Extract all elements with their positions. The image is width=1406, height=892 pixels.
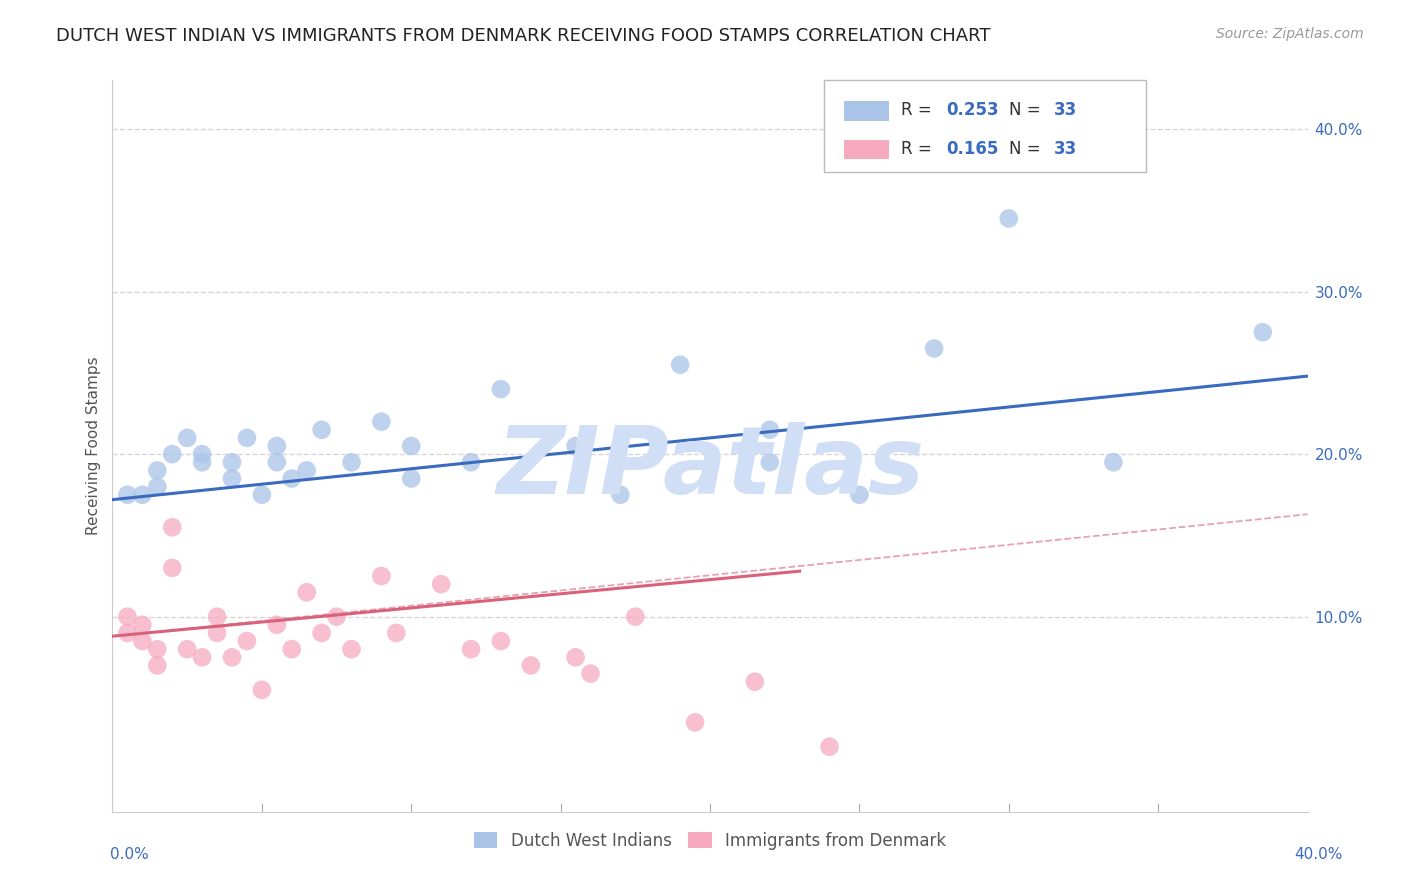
Point bbox=[162, 561, 183, 575]
Point bbox=[146, 463, 169, 477]
Point bbox=[131, 488, 153, 502]
Point bbox=[579, 666, 602, 681]
Point bbox=[131, 617, 153, 632]
Point bbox=[221, 650, 243, 665]
Point bbox=[1251, 325, 1274, 339]
Point bbox=[759, 455, 782, 469]
Point bbox=[922, 342, 945, 356]
Point bbox=[460, 642, 482, 657]
Point bbox=[401, 439, 423, 453]
Point bbox=[325, 609, 347, 624]
Point bbox=[205, 626, 228, 640]
Text: R =: R = bbox=[901, 102, 938, 120]
Point bbox=[250, 488, 273, 502]
Point bbox=[460, 455, 482, 469]
Text: 33: 33 bbox=[1054, 102, 1077, 120]
Point bbox=[281, 471, 304, 485]
Text: 0.165: 0.165 bbox=[946, 140, 1000, 158]
Point bbox=[176, 642, 198, 657]
Legend: Dutch West Indians, Immigrants from Denmark: Dutch West Indians, Immigrants from Denm… bbox=[465, 823, 955, 858]
Point bbox=[146, 642, 169, 657]
Point bbox=[744, 674, 766, 689]
Point bbox=[236, 634, 259, 648]
Text: DUTCH WEST INDIAN VS IMMIGRANTS FROM DENMARK RECEIVING FOOD STAMPS CORRELATION C: DUTCH WEST INDIAN VS IMMIGRANTS FROM DEN… bbox=[56, 27, 991, 45]
Point bbox=[340, 642, 363, 657]
Point bbox=[370, 415, 392, 429]
Point bbox=[385, 626, 408, 640]
Point bbox=[683, 715, 706, 730]
Point bbox=[191, 447, 214, 461]
Point bbox=[266, 439, 288, 453]
Point bbox=[146, 480, 169, 494]
Point bbox=[162, 520, 183, 534]
Point bbox=[430, 577, 453, 591]
Point bbox=[250, 682, 273, 697]
Point bbox=[146, 658, 169, 673]
Text: N =: N = bbox=[1010, 140, 1046, 158]
Point bbox=[848, 488, 870, 502]
Point bbox=[311, 626, 333, 640]
Text: 0.253: 0.253 bbox=[946, 102, 1000, 120]
Point bbox=[818, 739, 841, 754]
Text: R =: R = bbox=[901, 140, 938, 158]
Point bbox=[998, 211, 1021, 226]
Point bbox=[191, 455, 214, 469]
Point bbox=[205, 609, 228, 624]
Point bbox=[295, 585, 318, 599]
Text: 33: 33 bbox=[1054, 140, 1077, 158]
Point bbox=[236, 431, 259, 445]
Point bbox=[176, 431, 198, 445]
Point bbox=[131, 634, 153, 648]
Point bbox=[564, 439, 586, 453]
Point bbox=[295, 463, 318, 477]
Point bbox=[759, 423, 782, 437]
Text: 40.0%: 40.0% bbox=[1295, 847, 1343, 862]
Text: 0.0%: 0.0% bbox=[110, 847, 149, 862]
Point bbox=[311, 423, 333, 437]
Point bbox=[520, 658, 543, 673]
Point bbox=[340, 455, 363, 469]
Point bbox=[117, 609, 139, 624]
Point bbox=[266, 617, 288, 632]
Point bbox=[117, 626, 139, 640]
Point bbox=[370, 569, 392, 583]
FancyBboxPatch shape bbox=[824, 80, 1146, 171]
Point bbox=[624, 609, 647, 624]
Text: ZIPatlas: ZIPatlas bbox=[496, 422, 924, 514]
Point bbox=[221, 455, 243, 469]
Point bbox=[1102, 455, 1125, 469]
FancyBboxPatch shape bbox=[844, 140, 890, 160]
Point bbox=[191, 650, 214, 665]
Point bbox=[489, 634, 512, 648]
Point bbox=[669, 358, 692, 372]
Point bbox=[281, 642, 304, 657]
Point bbox=[564, 650, 586, 665]
Point bbox=[609, 488, 631, 502]
Point bbox=[162, 447, 183, 461]
Text: Source: ZipAtlas.com: Source: ZipAtlas.com bbox=[1216, 27, 1364, 41]
Y-axis label: Receiving Food Stamps: Receiving Food Stamps bbox=[86, 357, 101, 535]
Point bbox=[489, 382, 512, 396]
Point bbox=[266, 455, 288, 469]
Text: N =: N = bbox=[1010, 102, 1046, 120]
Point bbox=[117, 488, 139, 502]
FancyBboxPatch shape bbox=[844, 102, 890, 120]
Point bbox=[401, 471, 423, 485]
Point bbox=[221, 471, 243, 485]
